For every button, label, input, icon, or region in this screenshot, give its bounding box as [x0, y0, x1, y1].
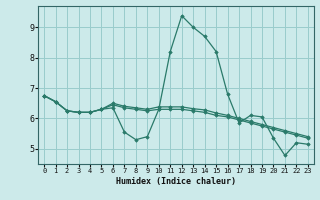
X-axis label: Humidex (Indice chaleur): Humidex (Indice chaleur) — [116, 177, 236, 186]
